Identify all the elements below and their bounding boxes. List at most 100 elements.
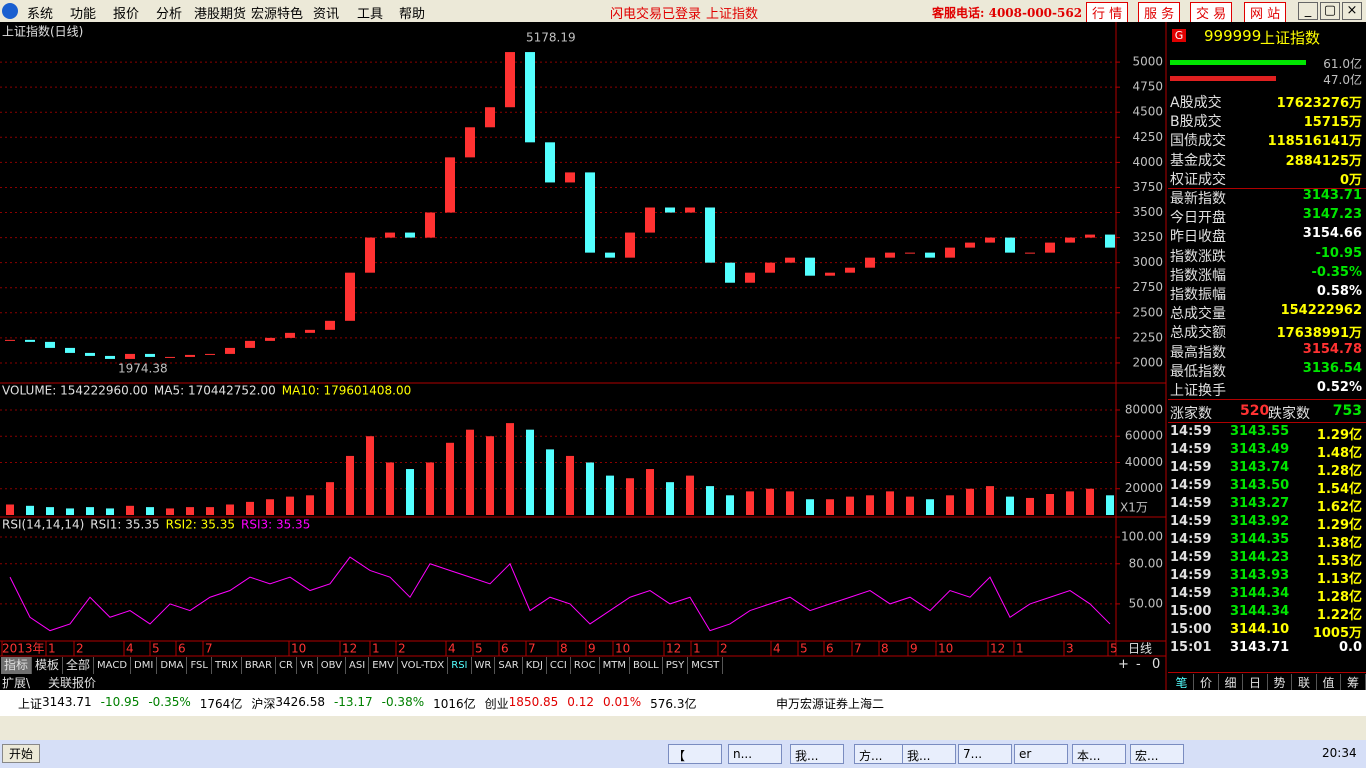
menu-item[interactable]: 宏源特色 (251, 7, 304, 22)
legend-item: VOLUME: 154222960.00 (2, 384, 148, 398)
panel-tab[interactable]: 值 (1317, 674, 1341, 691)
task-item[interactable]: 7... (958, 744, 1012, 764)
indicator-tab[interactable]: CCI (547, 657, 571, 674)
extra-tab[interactable]: 扩展\ (2, 676, 31, 690)
top-button[interactable]: 网 站 (1244, 2, 1287, 23)
indicator-tab[interactable]: WR (472, 657, 496, 674)
start-button[interactable]: 开始 (2, 744, 41, 763)
menu-item[interactable]: 帮助 (399, 7, 426, 22)
indicator-tab[interactable]: OBV (318, 657, 347, 674)
indicator-tab[interactable]: SAR (495, 657, 523, 674)
indicator-tab[interactable]: MCST (688, 657, 724, 674)
candle (905, 252, 915, 254)
indicator-tab[interactable]: 全部 (63, 657, 95, 674)
time-label: 12 (342, 642, 357, 656)
indicator-tab[interactable]: MTM (600, 657, 631, 674)
indicator-tab[interactable]: DMI (131, 657, 158, 674)
indicator-tab[interactable]: TRIX (212, 657, 242, 674)
indicator-tab[interactable]: RSI (448, 657, 472, 674)
menu-item[interactable]: 资讯 (313, 7, 340, 22)
task-item[interactable]: 我... (790, 744, 844, 764)
row-label: 最低指数 (1170, 363, 1226, 380)
row-value: 154222962 (1280, 303, 1362, 319)
panel-tab[interactable]: 势 (1268, 674, 1292, 691)
indicator-tab[interactable]: VOL-TDX (398, 657, 449, 674)
task-item[interactable]: 我... (902, 744, 956, 764)
top-button[interactable]: 交 易 (1190, 2, 1233, 23)
candle (625, 232, 635, 258)
panel-tab[interactable]: 联 (1293, 674, 1317, 691)
menu-item[interactable]: 系统 (27, 7, 54, 22)
indicator-tab[interactable]: CR (276, 657, 297, 674)
indicator-tab[interactable]: BOLL (630, 657, 663, 674)
indicator-tab[interactable]: ASI (346, 657, 370, 674)
task-item[interactable]: n... (728, 744, 782, 764)
indicator-tab[interactable]: PSY (663, 657, 689, 674)
broker: 申万宏源证券上海二 (776, 697, 885, 711)
task-item[interactable]: 【 (668, 744, 722, 764)
volume-bar (586, 462, 594, 515)
candle (565, 172, 575, 183)
panel-tab[interactable]: 笔 (1170, 674, 1194, 691)
indicator-tab[interactable]: BRAR (242, 657, 277, 674)
window-button[interactable]: × (1342, 2, 1362, 20)
candle (425, 212, 435, 238)
row-label: 指数振幅 (1170, 287, 1226, 303)
panel-tab[interactable]: 价 (1195, 674, 1219, 691)
zoom-button[interactable]: + (1118, 657, 1129, 672)
y-tick-label: 4250 (1132, 130, 1163, 144)
window-button[interactable]: _ (1298, 2, 1318, 20)
indicator-tab[interactable]: ROC (571, 657, 600, 674)
menu-item[interactable]: 港股期货 (194, 7, 247, 22)
menu-item[interactable]: 功能 (70, 7, 97, 22)
panel-tab[interactable]: 筹 (1342, 674, 1366, 691)
indicator-tab[interactable]: KDJ (523, 657, 547, 674)
task-item[interactable]: er (1014, 744, 1068, 764)
task-item[interactable]: 方... (854, 744, 908, 764)
time-label: 1 (1016, 642, 1024, 656)
indicator-tab[interactable]: DMA (157, 657, 188, 674)
volume-bar (746, 491, 754, 515)
window-button[interactable]: ▢ (1320, 2, 1340, 20)
volume-bar (486, 436, 494, 515)
tick-time: 14:59 (1170, 496, 1212, 511)
menu-item[interactable]: 报价 (113, 7, 140, 22)
extra-tab[interactable]: 关联报价 (48, 676, 97, 690)
tick-price: 3144.10 (1230, 622, 1290, 637)
y-tick-label: 3000 (1132, 255, 1163, 269)
volume-bar (6, 504, 14, 515)
row-divider (1168, 399, 1366, 400)
candle (1045, 242, 1055, 253)
volume-bar (466, 429, 474, 515)
y-tick-label: 3750 (1132, 180, 1163, 194)
indicator-tab[interactable]: MACD (94, 657, 132, 674)
row-value: 118516141万 (1267, 134, 1362, 150)
zoom-button[interactable]: 0 (1152, 657, 1161, 672)
tick-volume: 1.29亿 (1316, 518, 1362, 533)
task-item[interactable]: 本... (1072, 744, 1126, 764)
indicator-tab[interactable]: FSL (187, 657, 212, 674)
bar-label: 61.0亿 (1323, 57, 1362, 71)
tick-time: 14:59 (1170, 586, 1212, 601)
indicator-tab[interactable]: 模板 (32, 657, 64, 674)
indicator-tab[interactable]: 指标 (1, 657, 33, 674)
tick-price: 3143.55 (1230, 424, 1290, 439)
tick-price: 3143.92 (1230, 514, 1290, 529)
panel-tab[interactable]: 细 (1219, 674, 1243, 691)
candle (745, 272, 755, 283)
candle (65, 347, 75, 353)
indicator-tab[interactable]: EMV (369, 657, 398, 674)
volume-bar (966, 488, 974, 515)
candle (405, 232, 415, 238)
task-item[interactable]: 宏... (1130, 744, 1184, 764)
panel-tab[interactable]: 日 (1244, 674, 1268, 691)
volume-bar (606, 475, 614, 515)
status-item: -0.35% (148, 695, 191, 709)
tick-price: 3143.93 (1230, 568, 1290, 583)
row-label: 最高指数 (1170, 344, 1226, 361)
menu-item[interactable]: 分析 (156, 7, 183, 22)
indicator-tab[interactable]: VR (297, 657, 318, 674)
menu-item[interactable]: 工具 (357, 7, 384, 22)
status-item: -10.95 (100, 695, 140, 709)
zoom-button[interactable]: - (1136, 657, 1141, 672)
